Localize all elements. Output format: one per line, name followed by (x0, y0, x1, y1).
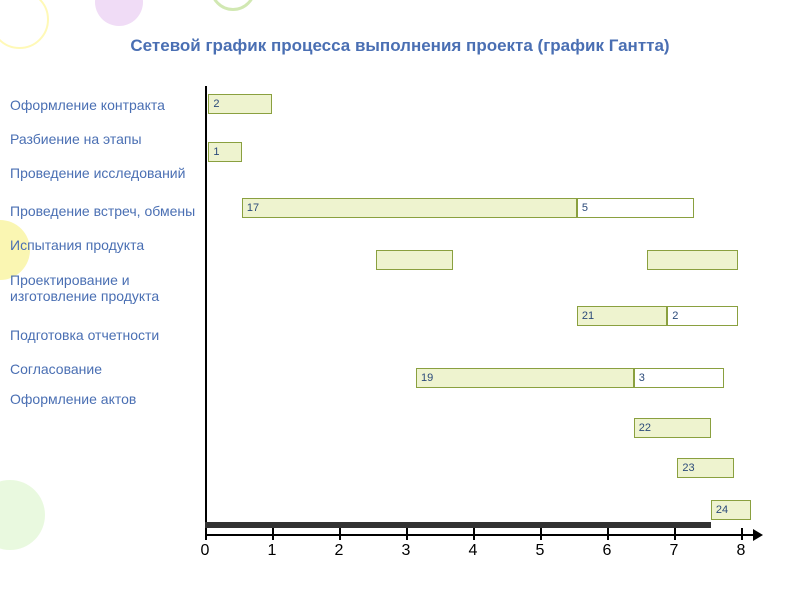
x-tick-label: 8 (737, 542, 746, 560)
gantt-bar: 17 (242, 198, 577, 218)
x-tick (540, 528, 542, 540)
gantt-bar (376, 250, 453, 270)
task-label: Испытания продукта (10, 230, 200, 260)
gantt-bar: 2 (208, 94, 272, 114)
gantt-bar: 22 (634, 418, 711, 438)
gantt-bar: 24 (711, 500, 751, 520)
task-labels: Оформление контрактаРазбиение на этапыПр… (10, 86, 200, 414)
x-tick-label: 3 (402, 542, 411, 560)
chart-title: Сетевой график процесса выполнения проек… (0, 36, 800, 56)
task-label: Проведение встреч, обмены (10, 192, 200, 230)
gantt-bar: 19 (416, 368, 634, 388)
page: Сетевой график процесса выполнения проек… (0, 0, 800, 600)
decor-circle (210, 0, 256, 11)
task-label: Согласование (10, 354, 200, 384)
x-tick (674, 528, 676, 540)
x-tick (607, 528, 609, 540)
gantt-bar: 23 (677, 458, 734, 478)
task-label: Проектирование и изготовление продукта (10, 260, 200, 316)
x-tick-label: 7 (670, 542, 679, 560)
gantt-bar (205, 522, 711, 528)
x-tick (272, 528, 274, 540)
x-axis-arrow-icon (753, 529, 763, 541)
decor-circle (95, 0, 143, 26)
x-tick-label: 1 (268, 542, 277, 560)
decor-circle (0, 480, 45, 550)
task-label: Оформление актов (10, 384, 200, 414)
x-axis (205, 534, 753, 536)
x-tick-label: 4 (469, 542, 478, 560)
task-label: Проведение исследований (10, 154, 200, 192)
y-axis (205, 86, 207, 534)
x-tick-label: 6 (603, 542, 612, 560)
x-tick-label: 2 (335, 542, 344, 560)
x-tick (473, 528, 475, 540)
task-label: Оформление контракта (10, 86, 200, 124)
x-tick (741, 528, 743, 540)
gantt-bar: 21 (577, 306, 667, 326)
gantt-bar: 5 (577, 198, 694, 218)
gantt-chart: 01234567821175212193222324 (205, 86, 765, 556)
gantt-bar: 2 (667, 306, 737, 326)
gantt-bar (647, 250, 737, 270)
task-label: Подготовка отчетности (10, 316, 200, 354)
gantt-bar: 3 (634, 368, 724, 388)
x-tick-label: 0 (201, 542, 210, 560)
gantt-bar: 1 (208, 142, 242, 162)
x-tick-label: 5 (536, 542, 545, 560)
x-tick (205, 528, 207, 540)
x-tick (339, 528, 341, 540)
x-tick (406, 528, 408, 540)
task-label: Разбиение на этапы (10, 124, 200, 154)
